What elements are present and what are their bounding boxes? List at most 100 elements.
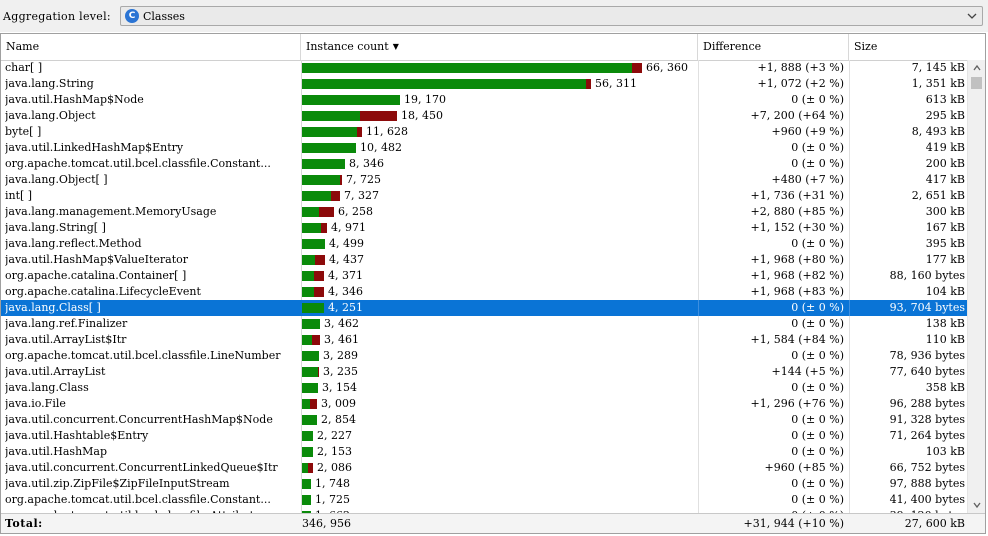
class-name-cell: java.util.ArrayList [5, 365, 106, 378]
instance-count-label: 2, 086 [317, 461, 352, 474]
table-row[interactable]: org.apache.tomcat.util.bcel.classfile.Co… [1, 492, 967, 508]
column-header-difference[interactable]: Difference [698, 34, 849, 60]
total-row: Total: 346, 956 +31, 944 (+10 %) 27, 600… [1, 513, 985, 533]
table-row[interactable]: java.util.concurrent.ConcurrentLinkedQue… [1, 460, 967, 476]
instance-count-label: 3, 462 [324, 317, 359, 330]
instance-count-cell: 4, 346 [302, 284, 697, 300]
instance-count-label: 1, 748 [315, 477, 350, 490]
instance-bar [302, 207, 319, 217]
difference-bar [632, 63, 642, 73]
table-row[interactable]: int[ ] 7, 327 +1, 736 (+31 %) 2, 651 kB [1, 188, 967, 204]
table-row[interactable]: org.apache.tomcat.util.bcel.classfile.At… [1, 508, 967, 513]
instance-count-cell: 3, 154 [302, 380, 697, 396]
aggregation-level-dropdown[interactable]: C Classes [120, 6, 983, 26]
class-c-icon: C [125, 9, 139, 23]
size-cell: 96, 288 bytes [849, 396, 967, 412]
instance-bar [302, 143, 356, 153]
class-name-cell: java.util.HashMap$Node [5, 93, 144, 106]
table-row[interactable]: org.apache.tomcat.util.bcel.classfile.Li… [1, 348, 967, 364]
column-header-size[interactable]: Size [854, 40, 878, 53]
instance-bar [302, 399, 310, 409]
instance-count-cell: 18, 450 [302, 108, 697, 124]
size-cell: 78, 936 bytes [849, 348, 967, 364]
class-name-cell: java.util.HashMap [5, 445, 108, 458]
table-row[interactable]: java.util.HashMap$Node 19, 170 0 (± 0 %) 61… [1, 92, 967, 108]
table-row[interactable]: org.apache.tomcat.util.bcel.classfile.Co… [1, 156, 967, 172]
instance-count-cell: 3, 289 [302, 348, 697, 364]
instance-count-cell: 1, 748 [302, 476, 697, 492]
difference-cell: 0 (± 0 %) [698, 92, 849, 108]
instance-count-cell: 66, 360 [302, 60, 697, 76]
instance-bar [302, 495, 311, 505]
table-row[interactable]: java.util.LinkedHashMap$Entry 10, 482 0 (±… [1, 140, 967, 156]
column-header-instance-count[interactable]: Instance count ▼ [301, 34, 698, 60]
table-row[interactable]: java.util.ArrayList 3, 235 +144 (+5 %) 77, … [1, 364, 967, 380]
column-header-name[interactable]: Name [1, 34, 301, 60]
instance-bar [302, 127, 357, 137]
difference-cell: 0 (± 0 %) [698, 348, 849, 364]
table-row[interactable]: java.lang.Class 3, 154 0 (± 0 %) 358 kB [1, 380, 967, 396]
class-name-cell: org.apache.tomcat.util.bcel.classfile.Li… [5, 349, 281, 362]
difference-bar [314, 271, 324, 281]
difference-cell: +2, 880 (+85 %) [698, 204, 849, 220]
class-name-cell: java.lang.ref.Finalizer [5, 317, 128, 330]
scroll-down-arrow-icon[interactable] [971, 499, 983, 511]
table-row[interactable]: java.util.Hashtable$Entry 2, 227 0 (± 0 %)… [1, 428, 967, 444]
instance-count-label: 4, 499 [329, 237, 364, 250]
scrollbar-thumb[interactable] [971, 77, 982, 89]
size-cell: 177 kB [849, 252, 967, 268]
class-name-cell: java.util.concurrent.ConcurrentLinkedQue… [5, 461, 278, 474]
instance-count-cell: 7, 327 [302, 188, 697, 204]
table-row[interactable]: org.apache.catalina.Container[ ] 4, 371 +1… [1, 268, 967, 284]
instance-count-cell: 11, 628 [302, 124, 697, 140]
table-row[interactable]: java.lang.Object 18, 450 +7, 200 (+64 %) 29… [1, 108, 967, 124]
table-row[interactable]: java.util.HashMap 2, 153 0 (± 0 %) 103 kB [1, 444, 967, 460]
instance-bar [302, 335, 312, 345]
difference-cell: +1, 296 (+76 %) [698, 396, 849, 412]
total-label: Total: [5, 517, 43, 530]
table-row[interactable]: org.apache.catalina.LifecycleEvent 4, 346… [1, 284, 967, 300]
size-cell: 358 kB [849, 380, 967, 396]
instance-bar [302, 303, 324, 313]
vertical-scrollbar[interactable] [967, 60, 985, 513]
table-row[interactable]: java.util.HashMap$ValueIterator 4, 437 +1,… [1, 252, 967, 268]
instance-count-label: 11, 628 [366, 125, 408, 138]
class-name-cell: java.util.HashMap$ValueIterator [5, 253, 189, 266]
instance-count-label: 4, 346 [328, 285, 363, 298]
table-row[interactable]: java.lang.management.MemoryUsage 6, 258 +2… [1, 204, 967, 220]
size-cell: 88, 160 bytes [849, 268, 967, 284]
instance-bar [302, 383, 318, 393]
instance-count-label: 8, 346 [349, 157, 384, 170]
instance-count-label: 4, 971 [331, 221, 366, 234]
class-name-cell: byte[ ] [5, 125, 42, 138]
difference-bar [315, 255, 325, 265]
difference-cell: +480 (+7 %) [698, 172, 849, 188]
difference-bar [319, 207, 334, 217]
table-row[interactable]: java.util.concurrent.ConcurrentHashMap$N… [1, 412, 967, 428]
table-row[interactable]: java.util.zip.ZipFile$ZipFileInputStream… [1, 476, 967, 492]
instance-count-label: 18, 450 [401, 109, 443, 122]
instance-count-label: 2, 227 [317, 429, 352, 442]
instance-bar [302, 255, 315, 265]
table-row[interactable]: java.lang.reflect.Method 4, 499 0 (± 0 %) 3… [1, 236, 967, 252]
difference-bar [357, 127, 362, 137]
table-row[interactable]: java.lang.ref.Finalizer 3, 462 0 (± 0 %) 13… [1, 316, 967, 332]
table-row[interactable]: java.lang.String[ ] 4, 971 +1, 152 (+30 %)… [1, 220, 967, 236]
difference-cell: 0 (± 0 %) [698, 300, 849, 316]
table-row[interactable]: java.lang.String 56, 311 +1, 072 (+2 %) 1, … [1, 76, 967, 92]
difference-cell: 0 (± 0 %) [698, 492, 849, 508]
table-row[interactable]: java.lang.Class[ ] 4, 251 0 (± 0 %) 93, 704… [1, 300, 967, 316]
table-row[interactable]: char[ ] 66, 360 +1, 888 (+3 %) 7, 145 kB [1, 60, 967, 76]
scroll-up-arrow-icon[interactable] [971, 62, 983, 74]
difference-cell: 0 (± 0 %) [698, 508, 849, 513]
instance-bar [302, 79, 586, 89]
difference-cell: +1, 152 (+30 %) [698, 220, 849, 236]
table-row[interactable]: java.lang.Object[ ] 7, 725 +480 (+7 %) 417 … [1, 172, 967, 188]
instance-count-label: 4, 437 [329, 253, 364, 266]
table-row[interactable]: java.util.ArrayList$Itr 3, 461 +1, 584 (+8… [1, 332, 967, 348]
table-row[interactable]: byte[ ] 11, 628 +960 (+9 %) 8, 493 kB [1, 124, 967, 140]
instance-count-cell: 7, 725 [302, 172, 697, 188]
size-cell: 1, 351 kB [849, 76, 967, 92]
table-row[interactable]: java.io.File 3, 009 +1, 296 (+76 %) 96, 288… [1, 396, 967, 412]
instance-bar [302, 223, 321, 233]
